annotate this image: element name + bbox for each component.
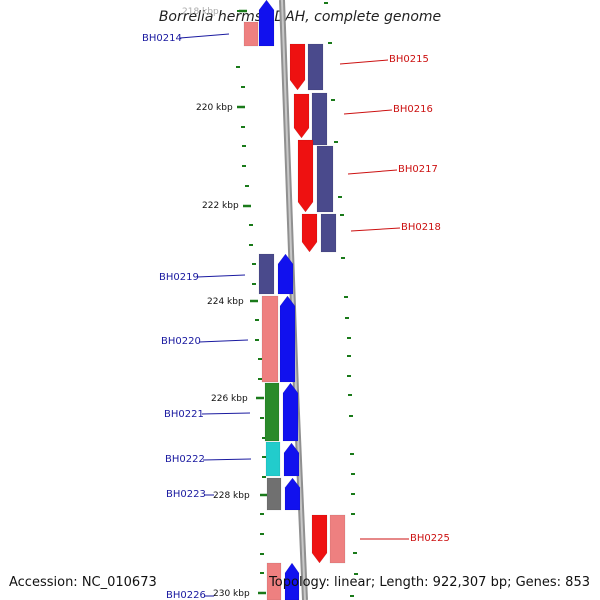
ruler-label: 218 kbp bbox=[182, 7, 219, 17]
ruler-label: 224 kbp bbox=[207, 297, 244, 307]
gene-label-bh0216: BH0216 bbox=[393, 104, 433, 115]
gene-labels: BH0214 BH0215 BH0216 BH0217 BH0218 BH0219 BH02… bbox=[142, 33, 450, 600]
gene-block bbox=[311, 92, 328, 146]
gene-leader-line bbox=[339, 59, 389, 65]
gene-block bbox=[243, 21, 259, 47]
gene-leader-line bbox=[202, 458, 252, 461]
ruler-ticks: 218 kbp 220 kbp 222 kbp 224 kbp 226 kbp 228 k… bbox=[182, 2, 358, 599]
gene-arrow bbox=[284, 477, 301, 511]
gene-label-bh0222: BH0222 bbox=[165, 454, 205, 465]
gene-label-bh0221: BH0221 bbox=[164, 409, 204, 420]
gene-block bbox=[261, 295, 279, 383]
gene-label-bh0218: BH0218 bbox=[401, 222, 441, 233]
accession-text: Accession: NC_010673 bbox=[9, 575, 157, 590]
topology-text: Topology: linear; Length: 922,307 bp; Ge… bbox=[269, 575, 590, 590]
gene-arrow bbox=[282, 382, 299, 442]
ruler-label: 226 kbp bbox=[211, 394, 248, 404]
gene-arrow bbox=[283, 442, 300, 477]
ruler-label: 230 kbp bbox=[213, 589, 250, 599]
gene-arrow bbox=[301, 213, 318, 253]
gene-features bbox=[243, 0, 346, 600]
gene-block bbox=[307, 43, 324, 91]
gene-leader-line bbox=[196, 274, 246, 278]
gene-label-bh0226: BH0226 bbox=[166, 590, 206, 600]
gene-block bbox=[266, 477, 282, 511]
ruler-label: 222 kbp bbox=[202, 201, 239, 211]
gene-leader-line bbox=[201, 412, 251, 415]
genome-title: Borrelia hermsii DAH, complete genome bbox=[158, 9, 442, 25]
gene-label-bh0220: BH0220 bbox=[161, 336, 201, 347]
gene-arrow bbox=[289, 43, 306, 91]
gene-arrow bbox=[284, 562, 300, 600]
gene-block bbox=[266, 562, 282, 600]
gene-label-bh0223: BH0223 bbox=[166, 489, 206, 500]
gene-block bbox=[329, 514, 346, 564]
gene-block bbox=[258, 253, 275, 295]
gene-label-bh0217: BH0217 bbox=[398, 164, 438, 175]
gene-block bbox=[320, 213, 337, 253]
gene-block bbox=[264, 382, 280, 442]
gene-arrow bbox=[279, 295, 296, 383]
gene-label-bh0214: BH0214 bbox=[142, 33, 182, 44]
gene-label-bh0219: BH0219 bbox=[159, 272, 199, 283]
gene-leader-line bbox=[350, 227, 401, 232]
ruler-label: 228 kbp bbox=[213, 491, 250, 501]
gene-leader-line bbox=[343, 109, 393, 115]
gene-leader-line bbox=[179, 33, 230, 39]
gene-label-bh0225: BH0225 bbox=[410, 533, 450, 544]
ruler-label: 220 kbp bbox=[196, 103, 233, 113]
gene-arrow bbox=[258, 0, 275, 47]
gene-arrow bbox=[277, 253, 294, 295]
gene-label-bh0215: BH0215 bbox=[389, 54, 429, 65]
gene-arrow bbox=[293, 93, 310, 139]
gene-block bbox=[265, 441, 281, 477]
gene-arrow bbox=[311, 514, 328, 564]
gene-leader-line bbox=[198, 339, 249, 343]
gene-arrow bbox=[297, 139, 314, 213]
gene-block bbox=[316, 145, 334, 213]
gene-leader-line bbox=[347, 169, 398, 175]
